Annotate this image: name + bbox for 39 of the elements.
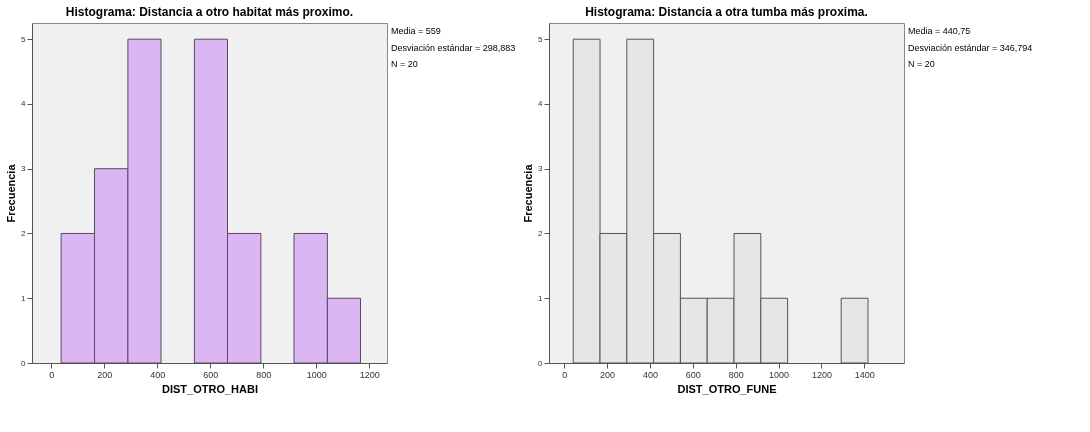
text: Media = 440,75 — [908, 26, 971, 36]
x-axis-title: DIST_OTRO_HABI — [162, 382, 258, 395]
text: Desviación estándar = 346,794 — [908, 42, 1033, 53]
chart-title: Histograma: Distancia a otra tumba más proxima. — [585, 5, 868, 19]
x-tick-label: 1200 — [811, 369, 832, 380]
x-tick-label: 1000 — [306, 369, 327, 380]
y-tick-label: 3 — [538, 164, 544, 174]
text: N = 20 — [391, 59, 418, 69]
y-tick-label: 1 — [21, 293, 27, 303]
text: N = 20 — [908, 59, 935, 69]
text: Media = 559 — [391, 26, 441, 36]
x-tick-label: 800 — [256, 369, 272, 380]
y-tick-label: 5 — [538, 34, 544, 44]
chart-title: Histograma: Distancia a otro habitat más proximo. — [65, 5, 354, 19]
x-tick-label: 1000 — [769, 369, 790, 380]
text: Desviación estándar = 298,883 — [391, 42, 516, 53]
x-tick-label: 800 — [728, 369, 744, 380]
y-tick-label: 4 — [538, 99, 544, 109]
x-tick-label: 400 — [150, 369, 166, 380]
y-tick-label: 2 — [538, 228, 544, 238]
y-tick-label: 0 — [538, 358, 544, 368]
y-axis-title: Frecuencia — [5, 163, 18, 223]
y-tick-label: 1 — [538, 293, 544, 303]
y-tick-label: 3 — [21, 164, 27, 174]
x-tick-label: 200 — [600, 369, 616, 380]
y-tick-label: 5 — [21, 34, 27, 44]
x-tick-label: 200 — [97, 369, 113, 380]
y-tick-label: 2 — [21, 228, 27, 238]
x-tick-label: 600 — [203, 369, 219, 380]
x-tick-label: 1200 — [359, 369, 380, 380]
x-tick-label: 0 — [562, 369, 568, 380]
x-tick-label: 1400 — [854, 369, 875, 380]
y-axis-title: Frecuencia — [522, 163, 535, 223]
x-tick-label: 600 — [685, 369, 701, 380]
y-tick-label: 0 — [21, 358, 27, 368]
x-tick-label: 0 — [49, 369, 55, 380]
x-axis-title: DIST_OTRO_FUNE — [677, 382, 777, 395]
x-tick-label: 400 — [642, 369, 658, 380]
y-tick-label: 4 — [21, 99, 27, 109]
